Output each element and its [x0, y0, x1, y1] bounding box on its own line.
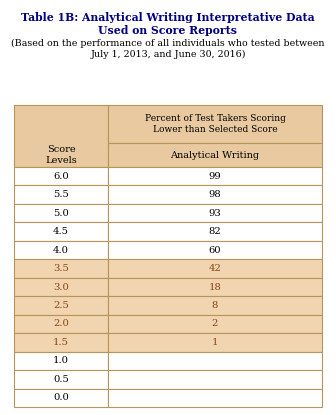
Bar — [14, 105, 108, 167]
Text: 98: 98 — [209, 190, 221, 199]
Bar — [14, 167, 108, 186]
Bar — [108, 186, 322, 204]
Bar — [14, 333, 108, 352]
Text: (Based on the performance of all individuals who tested between: (Based on the performance of all individ… — [11, 39, 325, 48]
Text: 2.0: 2.0 — [53, 320, 69, 328]
Bar — [14, 370, 108, 388]
Text: 6.0: 6.0 — [53, 172, 69, 181]
Text: 3.5: 3.5 — [53, 264, 69, 273]
Text: 2: 2 — [212, 320, 218, 328]
Bar — [108, 370, 322, 388]
Bar — [14, 222, 108, 241]
Bar — [108, 315, 322, 333]
Bar — [108, 278, 322, 296]
Text: Table 1B: Analytical Writing Interpretative Data: Table 1B: Analytical Writing Interpretat… — [21, 12, 315, 23]
Bar — [14, 296, 108, 315]
Text: 4.5: 4.5 — [53, 227, 69, 236]
Text: 1.0: 1.0 — [53, 356, 69, 365]
Bar — [108, 143, 322, 167]
Text: 5.0: 5.0 — [53, 209, 69, 217]
Bar — [108, 388, 322, 407]
Bar — [14, 241, 108, 259]
Text: Used on Score Reports: Used on Score Reports — [98, 25, 238, 36]
Bar — [108, 222, 322, 241]
Text: 1.5: 1.5 — [53, 338, 69, 347]
Bar — [108, 167, 322, 186]
Bar — [108, 352, 322, 370]
Bar — [108, 296, 322, 315]
Text: 99: 99 — [209, 172, 221, 181]
Bar — [108, 333, 322, 352]
Text: 0.5: 0.5 — [53, 375, 69, 384]
Text: 1: 1 — [212, 338, 218, 347]
Text: 8: 8 — [212, 301, 218, 310]
Text: Score
Levels: Score Levels — [45, 144, 77, 166]
Text: 18: 18 — [209, 283, 221, 291]
Text: 4.0: 4.0 — [53, 246, 69, 254]
Text: 5.5: 5.5 — [53, 190, 69, 199]
Bar — [108, 105, 322, 143]
Text: 60: 60 — [209, 246, 221, 254]
Bar — [108, 241, 322, 259]
Text: 0.0: 0.0 — [53, 393, 69, 402]
Bar — [14, 388, 108, 407]
Bar — [108, 204, 322, 222]
Text: July 1, 2013, and June 30, 2016): July 1, 2013, and June 30, 2016) — [90, 50, 246, 59]
Bar — [14, 278, 108, 296]
Bar — [14, 186, 108, 204]
Bar — [14, 204, 108, 222]
Text: 93: 93 — [209, 209, 221, 217]
Bar — [14, 352, 108, 370]
Text: Percent of Test Takers Scoring
Lower than Selected Score: Percent of Test Takers Scoring Lower tha… — [144, 114, 285, 134]
Bar — [14, 315, 108, 333]
Bar — [14, 259, 108, 278]
Bar — [108, 259, 322, 278]
Text: 82: 82 — [209, 227, 221, 236]
Text: Analytical Writing: Analytical Writing — [170, 151, 259, 159]
Text: 2.5: 2.5 — [53, 301, 69, 310]
Text: 42: 42 — [209, 264, 221, 273]
Text: 3.0: 3.0 — [53, 283, 69, 291]
